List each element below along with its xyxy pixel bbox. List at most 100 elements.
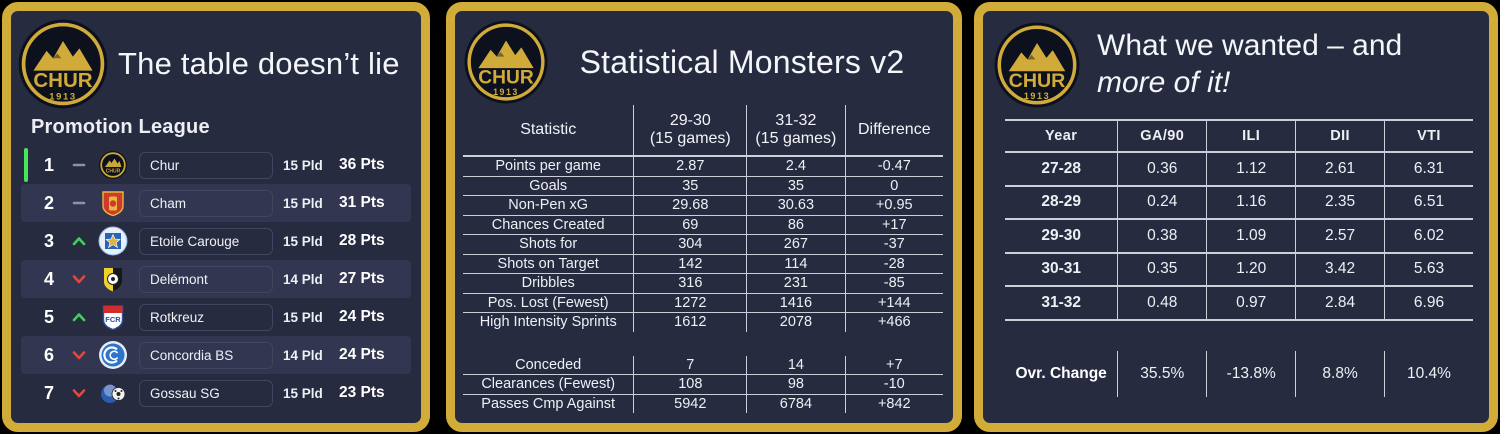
- stat-value-cell: 1416: [746, 293, 844, 312]
- stat-name-cell: Conceded: [515, 356, 582, 373]
- games-played: 15 Pld: [283, 195, 323, 211]
- chur-club-logo-icon: CHUR 1913: [994, 22, 1080, 108]
- stat-value-cell: 108: [633, 375, 746, 394]
- metric-cell: 5.63: [1384, 253, 1473, 285]
- stat-name-cell: High Intensity Sprints: [479, 314, 617, 330]
- stat-name-cell: Pos. Lost (Fewest): [487, 294, 609, 311]
- logo-year-text: 1913: [49, 91, 77, 102]
- points: 24 Pts: [339, 346, 385, 363]
- table-row: Points per game 2.87 2.4 -0.47: [463, 157, 943, 177]
- column-header: 29-30 (15 games): [633, 105, 746, 155]
- team-name: Delémont: [139, 265, 273, 293]
- stat-value-cell: 2.87: [633, 157, 746, 176]
- movement-up-icon: [63, 311, 95, 323]
- stat-value-cell: 231: [746, 274, 844, 293]
- stat-diff-cell: -37: [844, 235, 943, 254]
- column-header: DII: [1295, 121, 1384, 151]
- table-row: 27-28 0.36 1.12 2.61 6.31: [1005, 153, 1473, 187]
- points: 27 Pts: [339, 270, 385, 287]
- points: 36 Pts: [339, 156, 385, 173]
- stat-name-cell: Goals: [529, 177, 568, 194]
- stat-value-cell: 14: [746, 355, 844, 374]
- stat-value-cell: 5942: [633, 394, 746, 413]
- metric-cell: 2.35: [1295, 186, 1384, 218]
- stat-diff-cell: +144: [844, 293, 943, 312]
- table-row: Pos. Lost (Fewest) 1272 1416 +144: [463, 293, 943, 313]
- stats-table-header-row: Statistic 29-30 (15 games) 31-32 (15 gam…: [463, 105, 943, 157]
- metric-cell: 0.36: [1117, 153, 1206, 185]
- team-name: Etoile Carouge: [139, 227, 273, 255]
- year-cell: 30-31: [1041, 260, 1081, 278]
- stat-name-cell: Passes Cmp Against: [481, 395, 616, 412]
- overall-change-value: 10.4%: [1384, 350, 1473, 397]
- table-row: High Intensity Sprints 1612 2078 +466: [463, 313, 943, 332]
- table-row: Non-Pen xG 29.68 30.63 +0.95: [463, 196, 943, 216]
- overall-change-value: 8.8%: [1295, 350, 1384, 397]
- concordia-bs-badge-icon: [95, 340, 131, 370]
- metric-cell: 6.31: [1384, 153, 1473, 185]
- games-played: 15 Pld: [283, 385, 323, 401]
- table-row: 28-29 0.24 1.16 2.35 6.51: [1005, 186, 1473, 220]
- panel-title: The table doesn’t lie: [118, 46, 400, 81]
- stat-value-cell: 35: [633, 176, 746, 195]
- table-row: Dribbles 316 231 -85: [463, 274, 943, 294]
- logo-year-text: 1913: [493, 87, 519, 97]
- logo-club-text: CHUR: [1009, 70, 1066, 92]
- stat-value-cell: 86: [746, 215, 844, 234]
- games-played: 14 Pld: [283, 271, 323, 287]
- stat-name-cell: Dribbles: [521, 275, 575, 291]
- middle-panel-header: CHUR 1913 Statistical Monsters v2: [455, 11, 953, 105]
- stat-diff-cell: +842: [844, 394, 943, 413]
- column-header: ILI: [1206, 121, 1295, 151]
- stat-diff-cell: -28: [844, 254, 943, 273]
- team-name: Concordia BS: [139, 341, 273, 369]
- table-row: 3 Etoile Carouge 15 Pld 28 Pts: [21, 222, 411, 260]
- table-row: 29-30 0.38 1.09 2.57 6.02: [1005, 220, 1473, 254]
- stat-diff-cell: 0: [844, 176, 943, 195]
- logo-club-text: CHUR: [33, 69, 92, 92]
- table-row: 30-31 0.35 1.20 3.42 5.63: [1005, 253, 1473, 287]
- team-name: Chur: [139, 151, 273, 179]
- column-header: GA/90: [1117, 121, 1206, 151]
- table-row: 31-32 0.48 0.97 2.84 6.96: [1005, 287, 1473, 321]
- table-row: Conceded 7 14 +7: [463, 355, 943, 375]
- logo-year-text: 1913: [1024, 91, 1050, 101]
- stat-diff-cell: +466: [844, 313, 943, 332]
- table-row: Passes Cmp Against 5942 6784 +842: [463, 394, 943, 413]
- section-gap: [463, 332, 943, 356]
- metrics-table-header-row: Year GA/90 ILI DII VTI: [1005, 119, 1473, 153]
- metric-cell: 1.09: [1206, 220, 1295, 252]
- table-row: 4 Delémont 14 Pld 27 Pts: [21, 260, 411, 298]
- table-row: Chances Created 69 86 +17: [463, 215, 943, 235]
- logo-club-text: CHUR: [478, 68, 534, 89]
- metric-cell: 2.57: [1295, 220, 1384, 252]
- left-panel-header: CHUR 1913 The table doesn’t lie: [11, 11, 421, 110]
- table-row: Shots for 304 267 -37: [463, 235, 943, 255]
- stat-value-cell: 304: [633, 235, 746, 254]
- table-row: 1 CHUR Chur 15 Pld 36 Pts: [21, 146, 411, 184]
- table-row: Clearances (Fewest) 108 98 -10: [463, 375, 943, 395]
- column-header: VTI: [1384, 121, 1473, 151]
- cham-badge-icon: [95, 188, 131, 218]
- right-panel-header: CHUR 1913 What we wanted – and more of i…: [983, 11, 1489, 109]
- stat-name-cell: Shots on Target: [497, 255, 599, 272]
- points: 23 Pts: [339, 384, 385, 401]
- stat-value-cell: 2078: [746, 313, 844, 332]
- league-table: 1 CHUR Chur 15 Pld 36 Pts 2: [21, 146, 411, 412]
- table-row: 2 Cham 15 Pld 31 Pts: [21, 184, 411, 222]
- stat-value-cell: 142: [633, 254, 746, 273]
- points: 28 Pts: [339, 232, 385, 249]
- column-header: Statistic: [520, 120, 577, 138]
- stat-value-cell: 1272: [633, 293, 746, 312]
- points: 31 Pts: [339, 194, 385, 211]
- metric-cell: 0.97: [1206, 287, 1295, 319]
- position-number: 2: [43, 192, 54, 213]
- promotion-indicator-bar: [24, 148, 28, 182]
- stat-diff-cell: +0.95: [844, 196, 943, 215]
- stats-comparison-panel: CHUR 1913 Statistical Monsters v2 Statis…: [446, 2, 962, 432]
- stat-value-cell: 1612: [633, 313, 746, 332]
- metric-cell: 0.24: [1117, 186, 1206, 218]
- metric-cell: 0.38: [1117, 220, 1206, 252]
- overall-change-value: -13.8%: [1206, 350, 1295, 397]
- year-cell: 31-32: [1041, 293, 1081, 311]
